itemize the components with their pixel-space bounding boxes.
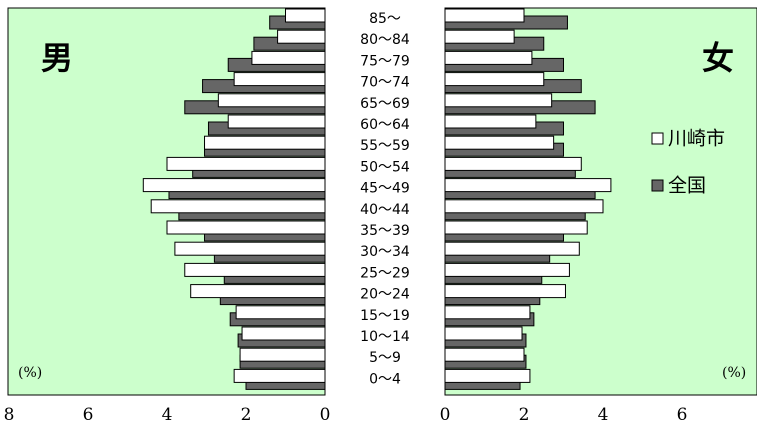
- male-tick-3: 2: [241, 405, 252, 425]
- female-tick-3: 6: [677, 405, 688, 425]
- bar-female-kawasaki-9: [444, 199, 604, 214]
- bar-male-kawasaki-15: [241, 326, 326, 341]
- age-label-2: 75～79: [360, 53, 410, 69]
- bar-male-kawasaki-9: [150, 199, 326, 214]
- bar-female-kawasaki-17: [444, 368, 531, 383]
- legend: 川崎市 全国: [651, 128, 725, 197]
- male-label: 男: [41, 39, 73, 77]
- age-label-13: 20～24: [360, 287, 410, 303]
- bar-male-kawasaki-8: [142, 178, 326, 193]
- bar-male-kawasaki-3: [233, 72, 326, 87]
- bar-female-kawasaki-7: [444, 156, 582, 171]
- bar-female-kawasaki-0: [444, 8, 525, 23]
- bar-male-kawasaki-4: [217, 93, 326, 108]
- bar-male-kawasaki-5: [227, 114, 326, 129]
- age-label-5: 60～64: [360, 117, 410, 133]
- age-label-4: 65～69: [360, 96, 410, 112]
- bar-male-kawasaki-1: [277, 29, 326, 44]
- male-tick-1: 6: [83, 405, 94, 425]
- bar-male-kawasaki-11: [174, 241, 326, 256]
- tick-labels-group: 8 6 4 2 0 0 2 4 6: [4, 405, 688, 425]
- bar-male-kawasaki-12: [184, 262, 326, 277]
- bar-female-kawasaki-4: [444, 93, 553, 108]
- age-labels-group: 85～ 80～84 75～79 70～74 65～69 60～64 55～59 50～54 45…: [360, 11, 410, 387]
- bar-female-kawasaki-8: [444, 178, 612, 193]
- age-label-8: 45～49: [360, 181, 410, 197]
- age-label-3: 70～74: [360, 75, 410, 91]
- female-unit-label: (%): [722, 365, 746, 381]
- bar-male-kawasaki-10: [166, 220, 326, 235]
- bar-female-kawasaki-14: [444, 305, 531, 320]
- female-label: 女: [702, 39, 734, 77]
- bar-female-kawasaki-12: [444, 262, 570, 277]
- age-label-0: 85～: [369, 11, 401, 27]
- legend-label-national: 全国: [668, 175, 706, 197]
- bar-male-kawasaki-0: [285, 8, 326, 23]
- age-label-15: 10～14: [360, 329, 410, 345]
- age-label-1: 80～84: [360, 32, 410, 48]
- age-label-6: 55～59: [360, 138, 410, 154]
- age-label-17: 0～4: [369, 371, 401, 387]
- bar-male-kawasaki-7: [166, 156, 326, 171]
- legend-swatch-national: [651, 179, 664, 192]
- bar-female-kawasaki-15: [444, 326, 523, 341]
- bar-female-kawasaki-6: [444, 135, 555, 150]
- bar-female-kawasaki-11: [444, 241, 580, 256]
- female-tick-2: 4: [598, 405, 609, 425]
- male-tick-4: 0: [320, 405, 331, 425]
- age-label-14: 15～19: [360, 308, 410, 324]
- age-label-11: 30～34: [360, 244, 410, 260]
- bar-female-kawasaki-13: [444, 284, 566, 299]
- bar-male-kawasaki-17: [233, 368, 326, 383]
- bar-male-kawasaki-16: [239, 347, 326, 362]
- male-unit-label: (%): [18, 365, 42, 381]
- bar-female-kawasaki-5: [444, 114, 537, 129]
- female-tick-1: 2: [519, 405, 530, 425]
- bar-male-kawasaki-6: [204, 135, 326, 150]
- age-label-10: 35～39: [360, 223, 410, 239]
- legend-swatch-kawasaki: [651, 132, 664, 145]
- bar-male-kawasaki-2: [251, 50, 326, 65]
- bar-male-kawasaki-13: [190, 284, 326, 299]
- bar-female-kawasaki-16: [444, 347, 525, 362]
- age-label-12: 25～29: [360, 265, 410, 281]
- age-label-7: 50～54: [360, 159, 410, 175]
- bars-group: [142, 8, 612, 390]
- female-tick-0: 0: [440, 405, 451, 425]
- age-label-16: 5～9: [369, 350, 401, 366]
- bar-male-kawasaki-14: [235, 305, 326, 320]
- male-tick-2: 4: [162, 405, 173, 425]
- age-label-9: 40～44: [360, 202, 410, 218]
- legend-label-kawasaki: 川崎市: [668, 128, 725, 150]
- bar-female-kawasaki-10: [444, 220, 588, 235]
- bar-female-kawasaki-2: [444, 50, 533, 65]
- male-tick-0: 8: [4, 405, 15, 425]
- bar-female-kawasaki-3: [444, 72, 545, 87]
- bar-female-kawasaki-1: [444, 29, 515, 44]
